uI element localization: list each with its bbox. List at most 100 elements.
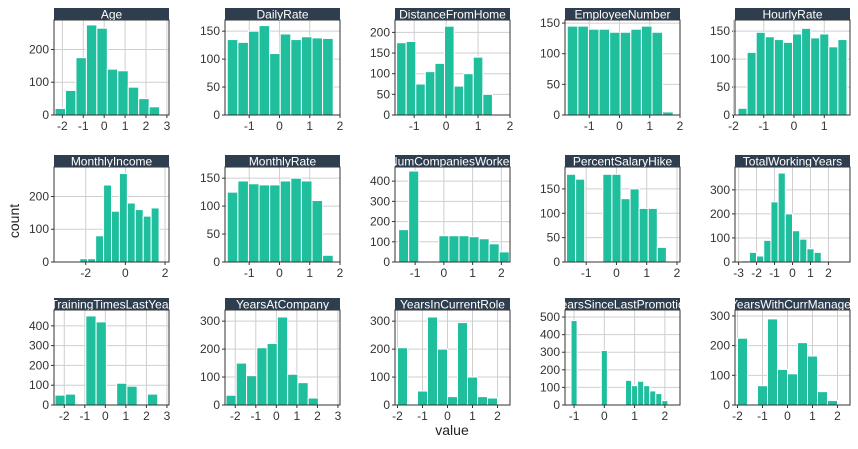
x-tick-label: 2 [677,119,684,133]
histogram-bar [777,172,786,262]
histogram-bar [448,235,460,262]
panel-border [394,309,511,406]
y-tick-label: 100 [710,368,730,382]
y-tick-label: 400 [29,319,49,333]
histogram-bar [813,251,822,262]
x-tick-label: 1 [122,119,129,133]
histogram-bar [85,315,97,405]
histogram-bar [629,188,640,262]
y-tick-label: 100 [29,75,49,89]
histogram-bar [266,343,278,405]
y-tick-label: 200 [540,363,560,377]
x-tick-label: -2 [728,119,739,133]
histogram-bar [767,318,778,405]
x-tick-label: -2 [57,119,68,133]
y-tick-label: 0 [553,108,560,122]
y-tick-label: 150 [540,16,560,30]
histogram-bar [438,235,450,262]
histogram-bar [437,348,448,405]
y-axis-label: count [6,204,22,238]
y-tick-label: 100 [200,370,220,384]
histogram-bar [792,33,803,115]
histogram-bar [801,27,812,115]
x-tick-label: 0 [122,266,129,280]
histogram-bar [126,202,136,262]
histogram-bar [142,215,152,262]
histogram-bar [138,98,150,115]
x-tick-label: -1 [244,119,255,133]
histogram-bar [300,36,313,115]
facet-title: YearsSinceLastPromotion [554,298,692,312]
y-tick-label: 0 [42,255,49,269]
x-tick-label: 0 [273,409,280,423]
y-tick-label: 100 [370,67,390,81]
x-tick-label: 2 [825,266,832,280]
histogram-bar [247,30,260,115]
x-tick-label: 1 [643,266,650,280]
histogram-bar [297,382,309,405]
facet-title: YearsWithCurrManager [730,298,855,312]
histogram-bar [290,39,302,115]
histogram-bar [777,368,788,405]
histogram-bar [54,394,66,405]
histogram-bar [837,39,848,115]
x-tick-label: 0 [791,119,798,133]
x-tick-label: -1 [581,266,592,280]
histogram-bar [322,254,334,262]
y-tick-label: 0 [383,255,390,269]
facet-title: YearsAtCompany [236,298,329,312]
histogram-bar [116,382,128,405]
histogram-bar [117,70,129,115]
y-tick-label: 50 [547,231,561,245]
facet-strip [565,298,680,310]
histogram-bar [468,236,480,262]
x-tick-label: 0 [784,409,791,423]
bars-group [397,316,498,405]
histogram-bar [75,57,87,115]
panel-border [53,309,170,406]
x-tick-label: -1 [584,119,595,133]
y-tick-label: 300 [200,314,220,328]
histogram-bar [269,53,281,115]
histogram-bar [770,201,779,262]
y-tick-label: 100 [540,206,560,220]
y-tick-label: 150 [370,46,390,60]
y-tick-label: 50 [377,87,391,101]
x-tick-label: -2 [751,266,762,280]
histogram-bar [477,396,488,405]
x-tick-label: -1 [757,409,768,423]
bars-group [54,24,161,115]
histogram-bar [397,347,408,405]
y-tick-label: 50 [547,77,561,91]
bars-group [396,25,493,115]
x-tick-label: 2 [314,409,321,423]
facet-panel: 0 100 200 300 400 -1 0 1 2 NumCompaniesWorked [370,155,511,280]
histogram-bar [134,209,144,262]
histogram-bar [662,111,674,115]
histogram-bar [807,355,818,405]
histogram-bar [322,37,334,115]
x-tick-label: 2 [494,409,501,423]
histogram-bar [647,207,658,262]
bars-group [79,173,160,262]
x-tick-label: 1 [306,119,313,133]
x-tick-label: -2 [230,409,241,423]
y-tick-label: 200 [29,42,49,56]
histogram-bar [103,184,112,262]
histogram-bar [746,51,757,115]
histogram-bar [64,393,77,405]
y-tick-label: 50 [207,80,221,94]
x-tick-label: 3 [335,409,342,423]
x-tick-label: 1 [646,119,653,133]
facet-title: HourlyRate [762,8,822,22]
histogram-bar [748,251,758,262]
y-tick-label: 100 [29,378,49,392]
histogram-bar [598,28,611,115]
histogram-bar [609,31,621,115]
y-tick-label: 0 [213,255,220,269]
x-tick-label: 1 [631,409,638,423]
histogram-bar [819,33,830,115]
histogram-bar [487,397,498,405]
facet-panel: 0 100 200 -2 0 2 MonthlyIncome [29,155,170,280]
